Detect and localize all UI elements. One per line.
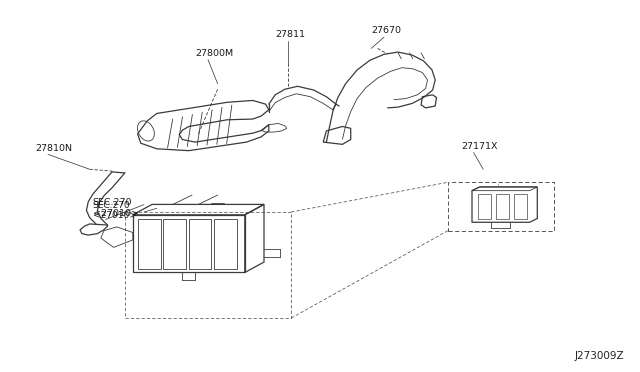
Text: <27010>: <27010> — [93, 211, 137, 219]
Text: J273009Z: J273009Z — [574, 351, 624, 361]
Bar — [497, 193, 509, 219]
Bar — [189, 219, 211, 269]
Bar — [479, 193, 492, 219]
Text: 27171X: 27171X — [461, 142, 497, 151]
Bar — [163, 219, 186, 269]
Text: 27670: 27670 — [371, 26, 401, 35]
Text: 27800M: 27800M — [195, 49, 234, 58]
Bar — [138, 219, 161, 269]
Text: SEC.270: SEC.270 — [93, 201, 131, 210]
Bar — [214, 219, 237, 269]
Bar — [125, 212, 291, 318]
Text: 27810N: 27810N — [35, 144, 72, 153]
Bar — [515, 193, 527, 219]
Text: SEC.270
<27010>: SEC.270 <27010> — [93, 198, 139, 218]
Text: 27811: 27811 — [275, 30, 305, 39]
Bar — [448, 182, 554, 231]
